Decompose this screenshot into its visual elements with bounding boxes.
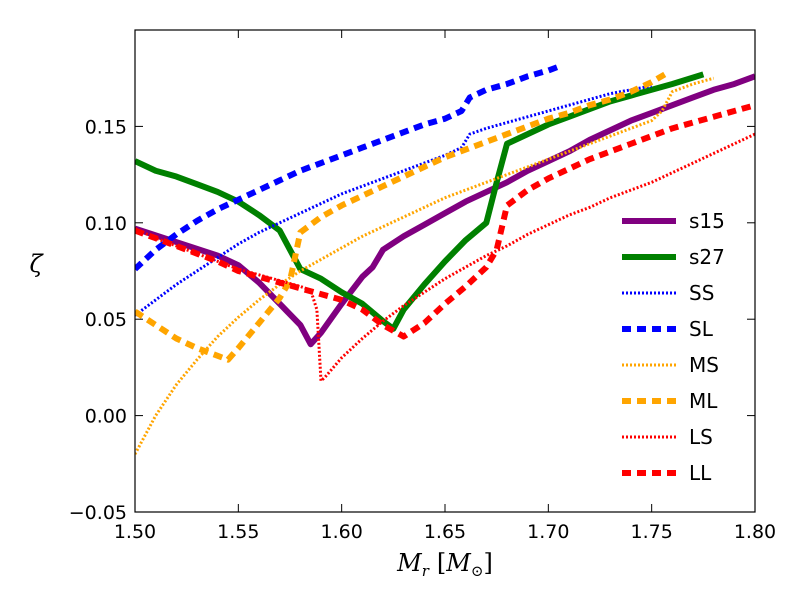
x-tick-label: 1.60 xyxy=(321,521,363,543)
x-tick-label: 1.50 xyxy=(114,521,156,543)
ticks-layer: 1.50 1.55 1.60 1.65 1.70 1.75 1.80 −0.05 0.00 0.0… xyxy=(69,30,776,543)
plot-frame xyxy=(134,29,756,513)
series-line-ml xyxy=(135,69,670,363)
y-tick-label: 0.05 xyxy=(85,309,127,331)
y-axis-label: ζ xyxy=(29,250,44,278)
x-tick-label: 1.65 xyxy=(424,521,466,543)
legend-label-ll: LL xyxy=(689,461,712,485)
legend-label-ss: SS xyxy=(689,281,714,305)
y-tick-label: 0.00 xyxy=(85,406,127,428)
x-axis-label: Mr [M⊙] xyxy=(396,549,493,580)
series-line-ss xyxy=(135,84,652,317)
legend-label-s15: s15 xyxy=(689,209,725,233)
legend-label-ml: ML xyxy=(689,389,718,413)
legend-label-ls: LS xyxy=(689,425,713,449)
series-line-s27 xyxy=(135,71,705,332)
legend-label-ms: MS xyxy=(689,353,719,377)
x-tick-label: 1.75 xyxy=(631,521,673,543)
y-tick-label: −0.05 xyxy=(69,502,127,524)
series-line-ll xyxy=(135,102,755,340)
legend: s15 s27 SS SL MS ML LS LL xyxy=(622,209,725,485)
series-line-sl xyxy=(135,63,560,272)
series-line-s15 xyxy=(135,73,755,348)
y-tick-label: 0.15 xyxy=(85,116,127,138)
series-line-ms xyxy=(135,76,715,455)
x-tick-label: 1.70 xyxy=(527,521,569,543)
x-tick-label: 1.80 xyxy=(734,521,776,543)
legend-label-sl: SL xyxy=(689,317,714,341)
x-tick-label: 1.55 xyxy=(217,521,259,543)
series-layer xyxy=(135,63,755,455)
legend-label-s27: s27 xyxy=(689,245,725,269)
y-tick-label: 0.10 xyxy=(85,213,127,235)
